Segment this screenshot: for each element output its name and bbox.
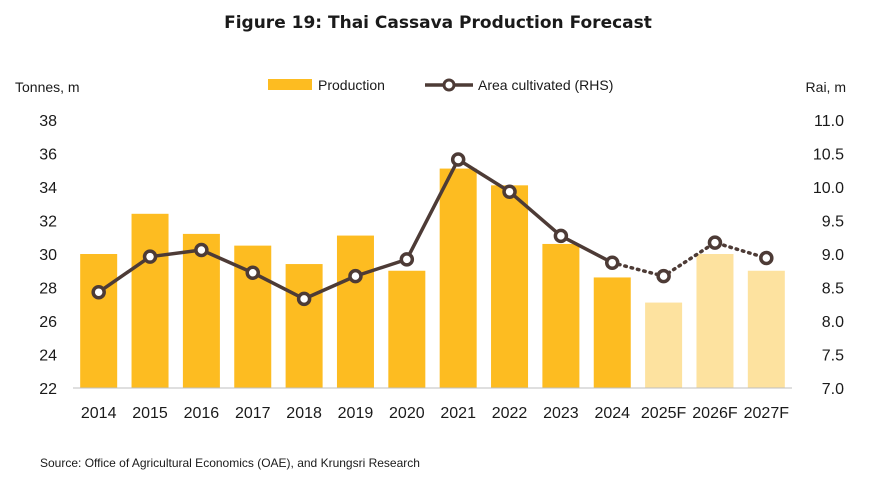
- right-tick-label: 11.0: [814, 113, 844, 130]
- right-tick-label: 8.0: [822, 314, 844, 331]
- production-bars: [80, 168, 785, 388]
- area-point-2020: [399, 252, 415, 267]
- left-tick-label: 34: [39, 180, 57, 197]
- x-axis-ticks: 2014 2015 2016 2017 2018 2019 2020 2021 2022 2023…: [81, 405, 789, 422]
- legend-production-label: Production: [318, 77, 385, 93]
- x-tick-label: 2017: [235, 405, 271, 422]
- area-line-forecast: [610, 240, 769, 278]
- right-tick-label: 10.5: [813, 147, 844, 164]
- production-bar-2019: [336, 235, 374, 388]
- x-tick-label: 2020: [389, 405, 425, 422]
- right-tick-label: 9.0: [822, 247, 844, 264]
- left-tick-label: 26: [39, 314, 57, 331]
- left-axis-ticks: 22 24 26 28 30 32 34 36 38: [39, 113, 57, 398]
- production-bar-2024: [593, 277, 631, 388]
- area-point-2024: [605, 255, 620, 270]
- production-bar-2020: [388, 270, 426, 388]
- area-point-2022: [502, 184, 517, 199]
- area-point-2014: [91, 284, 106, 300]
- left-tick-label: 38: [39, 113, 57, 130]
- area-point-2023: [553, 228, 569, 244]
- x-tick-label: 2024: [594, 405, 630, 422]
- legend-area-marker: [442, 78, 456, 92]
- legend: Production Area cultivated (RHS): [268, 77, 613, 93]
- area-point-2027f: [759, 250, 774, 266]
- left-tick-label: 32: [39, 214, 57, 231]
- x-tick-label: 2022: [492, 405, 528, 422]
- chart-title: Figure 19: Thai Cassava Production Forec…: [224, 13, 652, 33]
- right-axis-ticks: 7.0 7.5 8.0 8.5 9.0 9.5 10.0 10.5 11.0: [813, 113, 844, 398]
- production-bar-2021: [439, 168, 477, 388]
- legend-area-label: Area cultivated (RHS): [478, 77, 613, 93]
- x-tick-label: 2021: [440, 405, 476, 422]
- source-note: Source: Office of Agricultural Economics…: [40, 456, 420, 470]
- area-point-2025f: [656, 268, 671, 284]
- right-tick-label: 7.0: [822, 381, 844, 398]
- right-axis-title: Rai, m: [806, 79, 846, 95]
- x-tick-label: 2027F: [744, 405, 790, 422]
- x-tick-label: 2018: [286, 405, 322, 422]
- x-tick-label: 2015: [132, 405, 168, 422]
- area-point-2021: [450, 152, 466, 167]
- area-point-2015: [142, 249, 158, 264]
- x-tick-label: 2026F: [692, 405, 738, 422]
- production-bar-2023: [542, 243, 580, 388]
- production-bar-2025f: [645, 302, 683, 388]
- area-line-series: [91, 152, 774, 307]
- x-tick-label: 2014: [81, 405, 117, 422]
- left-tick-label: 22: [39, 381, 57, 398]
- production-bar-2027f: [747, 270, 785, 388]
- production-bar-2014: [80, 254, 118, 388]
- x-tick-label: 2023: [543, 405, 579, 422]
- left-tick-label: 30: [39, 247, 57, 264]
- area-point-2026f: [707, 235, 723, 250]
- production-bar-2015: [131, 213, 169, 388]
- left-tick-label: 28: [39, 281, 57, 298]
- area-point-2017: [245, 265, 260, 281]
- area-point-2016: [194, 242, 209, 258]
- right-tick-label: 10.0: [813, 180, 844, 197]
- right-tick-label: 7.5: [822, 348, 844, 365]
- left-tick-label: 36: [39, 147, 57, 164]
- x-tick-label: 2016: [184, 405, 220, 422]
- left-tick-label: 24: [39, 348, 57, 365]
- production-bar-2022: [491, 185, 529, 388]
- x-tick-label: 2019: [338, 405, 374, 422]
- area-point-2019: [348, 268, 363, 284]
- left-axis-title: Tonnes, m: [15, 79, 80, 95]
- production-bar-2026f: [696, 254, 734, 388]
- right-tick-label: 8.5: [822, 281, 844, 298]
- legend-production-swatch: [268, 79, 312, 90]
- right-tick-label: 9.5: [822, 214, 844, 231]
- area-point-2018: [296, 291, 312, 307]
- production-bar-2018: [285, 264, 323, 388]
- production-bar-2016: [182, 233, 220, 388]
- x-tick-label: 2025F: [641, 405, 687, 422]
